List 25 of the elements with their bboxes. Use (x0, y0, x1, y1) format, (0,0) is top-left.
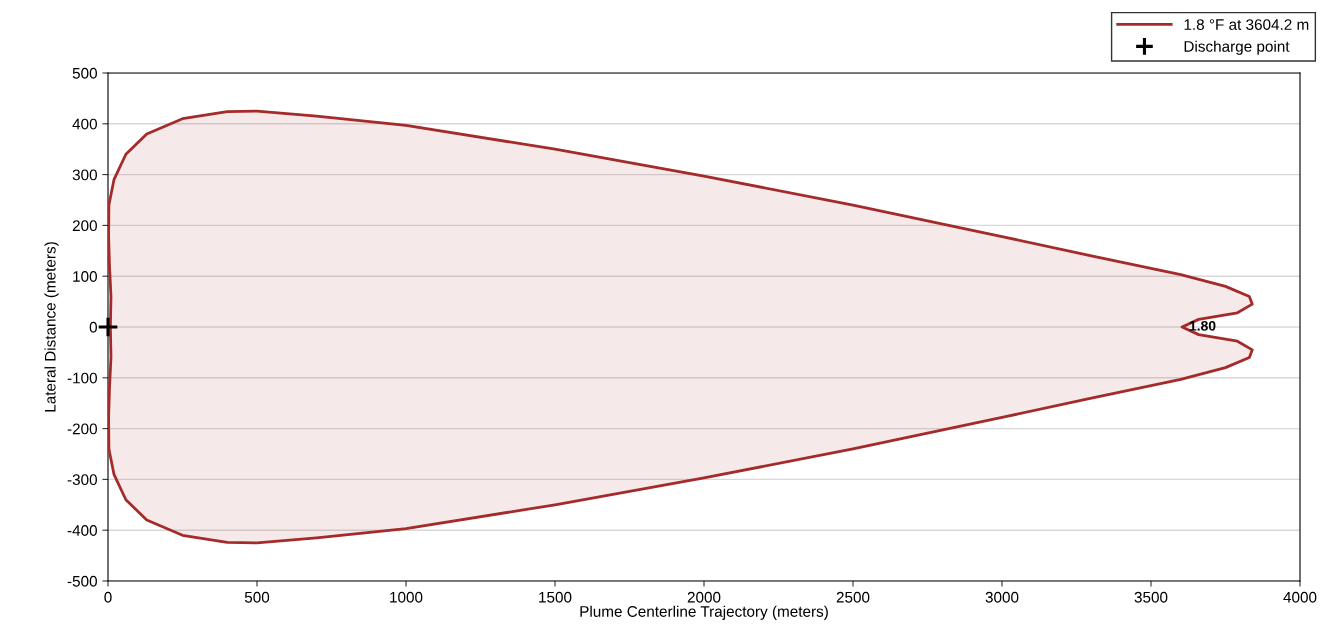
x-tick-label: 0 (104, 591, 112, 603)
x-tick-label: 3000 (985, 591, 1019, 603)
y-tick-label: -400 (67, 525, 97, 536)
x-tick-label: 500 (244, 591, 270, 603)
x-tick-label: 2000 (687, 591, 721, 603)
y-tick-label: 100 (73, 271, 97, 282)
y-tick-label: 400 (72, 118, 97, 130)
y-tick-label: -200 (67, 423, 97, 435)
legend-label: Discharge point (1184, 40, 1290, 55)
x-tick-label: 1000 (390, 591, 423, 603)
legend-label: 1.8 °F at 3604.2 m (1184, 19, 1309, 30)
y-tick-label: -300 (67, 474, 97, 486)
y-tick-label: 200 (72, 220, 97, 232)
x-axis-title: Plume Centerline Trajectory (meters) (580, 605, 828, 620)
x-tick-label: 4000 (1283, 591, 1317, 603)
y-tick-label: -500 (67, 575, 97, 587)
y-tick-label: 0 (89, 321, 97, 333)
x-tick-label: 3500 (1134, 591, 1168, 603)
y-tick-label: 500 (72, 67, 97, 79)
y-axis-title: Lateral Distance (meters) (44, 242, 59, 412)
y-tick-label: -100 (67, 372, 97, 384)
x-tick-label: 1500 (539, 591, 572, 603)
y-tick-label: 300 (72, 169, 97, 181)
x-tick-label: 2500 (836, 591, 870, 603)
annotation: 1.80 (1189, 320, 1216, 331)
